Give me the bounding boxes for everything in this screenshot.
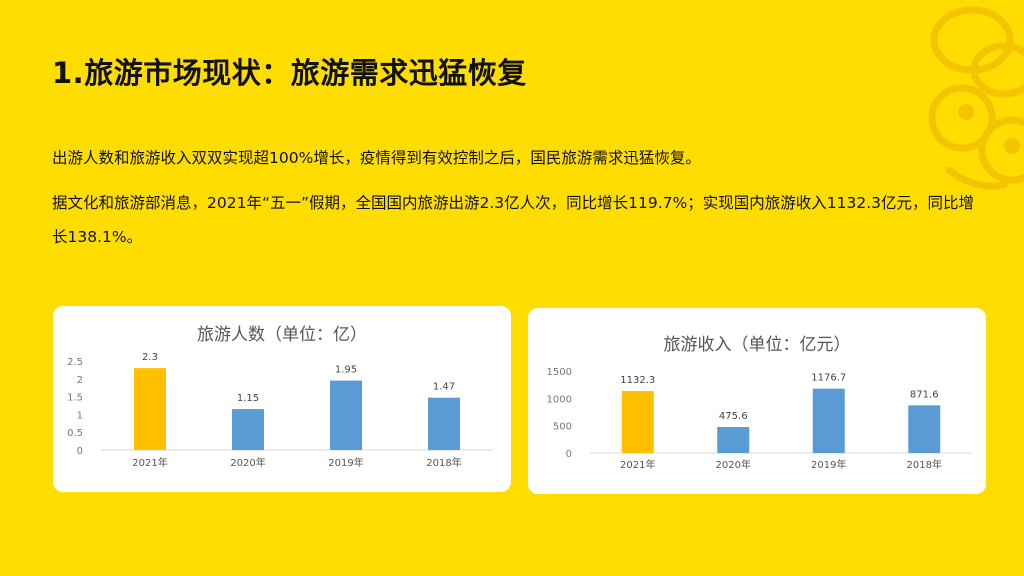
revenue-bar	[717, 427, 750, 453]
revenue-data-label: 1176.7	[811, 373, 846, 384]
visitors-data-label: 1.47	[433, 382, 455, 393]
visitors-category-label: 2018年	[426, 456, 461, 469]
intro-paragraph: 出游人数和旅游收入双双实现超100%增长，疫情得到有效控制之后，国民旅游需求迅猛…	[52, 149, 701, 167]
revenue-category-label: 2019年	[811, 458, 846, 471]
visitors-bar	[134, 368, 166, 450]
revenue-category-label: 2021年	[620, 458, 655, 471]
visitors-bar	[330, 380, 362, 450]
visitors-y-tick-label: 0	[77, 446, 83, 457]
visitors-data-label: 1.95	[335, 365, 357, 376]
bee-decoration-icon	[928, 6, 1024, 190]
page-title: 1.旅游市场现状：旅游需求迅猛恢复	[52, 56, 527, 90]
visitors-y-tick-label: 1.5	[67, 393, 83, 404]
revenue-category-label: 2020年	[716, 458, 751, 471]
revenue-chart-title: 旅游收入（单位：亿元）	[663, 335, 851, 355]
revenue-y-tick-label: 1000	[547, 394, 572, 405]
revenue-data-label: 871.6	[910, 389, 939, 400]
revenue-data-label: 1132.3	[620, 375, 655, 386]
revenue-y-tick-label: 0	[566, 449, 572, 460]
visitors-data-label: 2.3	[142, 352, 158, 363]
revenue-bar	[812, 388, 845, 453]
revenue-bar	[621, 391, 654, 453]
visitors-category-label: 2020年	[230, 456, 265, 469]
revenue-category-label: 2018年	[907, 458, 942, 471]
visitors-y-tick-label: 2	[77, 375, 83, 386]
visitors-bar	[232, 409, 264, 450]
visitors-category-label: 2021年	[132, 456, 167, 469]
visitors-bar-chart: 0 0.5 1 1.5 2 2.5 2.3 2021年 1.15 2020年 1.95 2019年 1.…	[67, 352, 493, 469]
visitors-y-tick-label: 2.5	[67, 357, 83, 368]
revenue-bar-chart: 0 500 1000 1500 1132.3 2021年 475.6 2020年 1176.7 2…	[547, 367, 972, 471]
visitors-data-label: 1.15	[237, 393, 259, 404]
visitors-chart-card: 旅游人数（单位：亿） 0 0.5 1 1.5 2 2.5 2.3 2021年 1.15 2020年…	[53, 306, 511, 492]
visitors-y-tick-label: 1	[77, 410, 83, 421]
visitors-bar	[428, 397, 460, 450]
visitors-chart-title: 旅游人数（单位：亿）	[197, 325, 367, 345]
revenue-bar	[908, 405, 941, 453]
visitors-category-label: 2019年	[328, 456, 363, 469]
revenue-chart-card: 旅游收入（单位：亿元） 0 500 1000 1500 1132.3 2021年 475.6…	[528, 308, 986, 494]
visitors-y-tick-label: 0.5	[67, 428, 83, 439]
revenue-y-tick-label: 1500	[547, 367, 572, 378]
revenue-y-tick-label: 500	[553, 422, 572, 433]
detail-paragraph: 据文化和旅游部消息，2021年“五一”假期，全国国内旅游出游2.3亿人次，同比增…	[52, 194, 974, 246]
revenue-data-label: 475.6	[719, 411, 748, 422]
